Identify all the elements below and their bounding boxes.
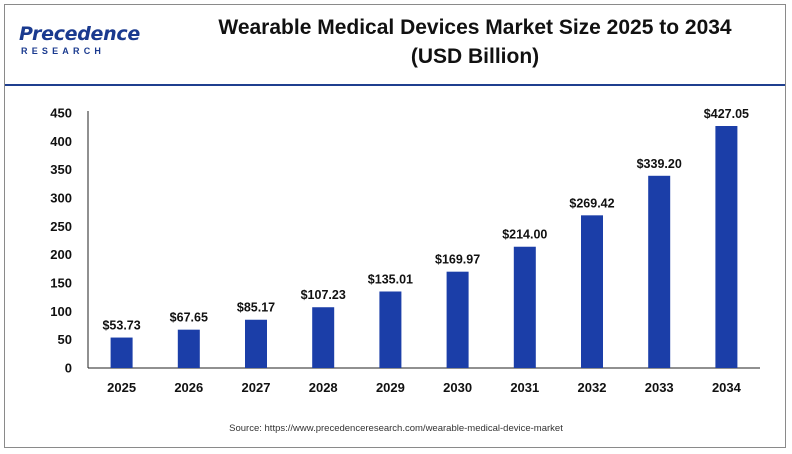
x-tick-label: 2028 [309,380,338,395]
bar [177,329,200,368]
bar-value-label: $169.97 [435,253,480,267]
y-tick-label: 400 [50,134,72,149]
bar-value-label: $269.42 [569,196,614,210]
header: Precedence RESEARCH Wearable Medical Dev… [5,5,785,75]
x-tick-label: 2032 [578,380,607,395]
y-tick-label: 0 [65,361,72,376]
bar-value-label: $135.01 [368,272,413,286]
y-tick-label: 350 [50,162,72,177]
bar [379,291,402,368]
bar-value-label: $85.17 [237,301,275,315]
chart-title-line-1: Wearable Medical Devices Market Size 202… [218,16,732,39]
bar [312,307,335,368]
y-tick-label: 150 [50,276,72,291]
chart-title: Wearable Medical Devices Market Size 202… [175,13,775,71]
bar [581,215,603,368]
bar [715,126,738,368]
bar-value-label: $339.20 [637,157,682,171]
bar [245,319,267,368]
y-tick-label: 50 [58,332,72,347]
y-tick-label: 100 [50,304,72,319]
source-note: Source: https://www.precedenceresearch.c… [229,423,563,434]
x-tick-label: 2030 [443,380,472,395]
bar-value-label: $214.00 [502,228,547,242]
x-tick-label: 2027 [242,380,271,395]
x-tick-label: 2031 [510,380,539,395]
bar [513,246,536,368]
x-tick-label: 2033 [645,380,674,395]
bar-value-label: $427.05 [704,107,749,121]
bar [648,175,671,368]
header-divider [5,84,785,86]
x-tick-label: 2034 [712,380,742,395]
y-tick-label: 300 [50,191,72,206]
brand-logo: Precedence RESEARCH [19,23,149,63]
y-tick-label: 250 [50,219,72,234]
logo-subtitle: RESEARCH [21,46,106,56]
chart-title-line-2: (USD Billion) [410,45,540,68]
y-tick-label: 450 [50,106,72,121]
logo-wordmark: Precedence [19,23,140,45]
bar-value-label: $107.23 [301,288,346,302]
y-tick-label: 200 [50,247,72,262]
bar-value-label: $53.73 [102,319,140,333]
x-tick-label: 2025 [107,380,136,395]
bar [446,271,469,368]
bar [110,337,133,368]
x-tick-label: 2029 [376,380,405,395]
bar-value-label: $67.65 [170,311,208,325]
x-tick-label: 2026 [174,380,203,395]
